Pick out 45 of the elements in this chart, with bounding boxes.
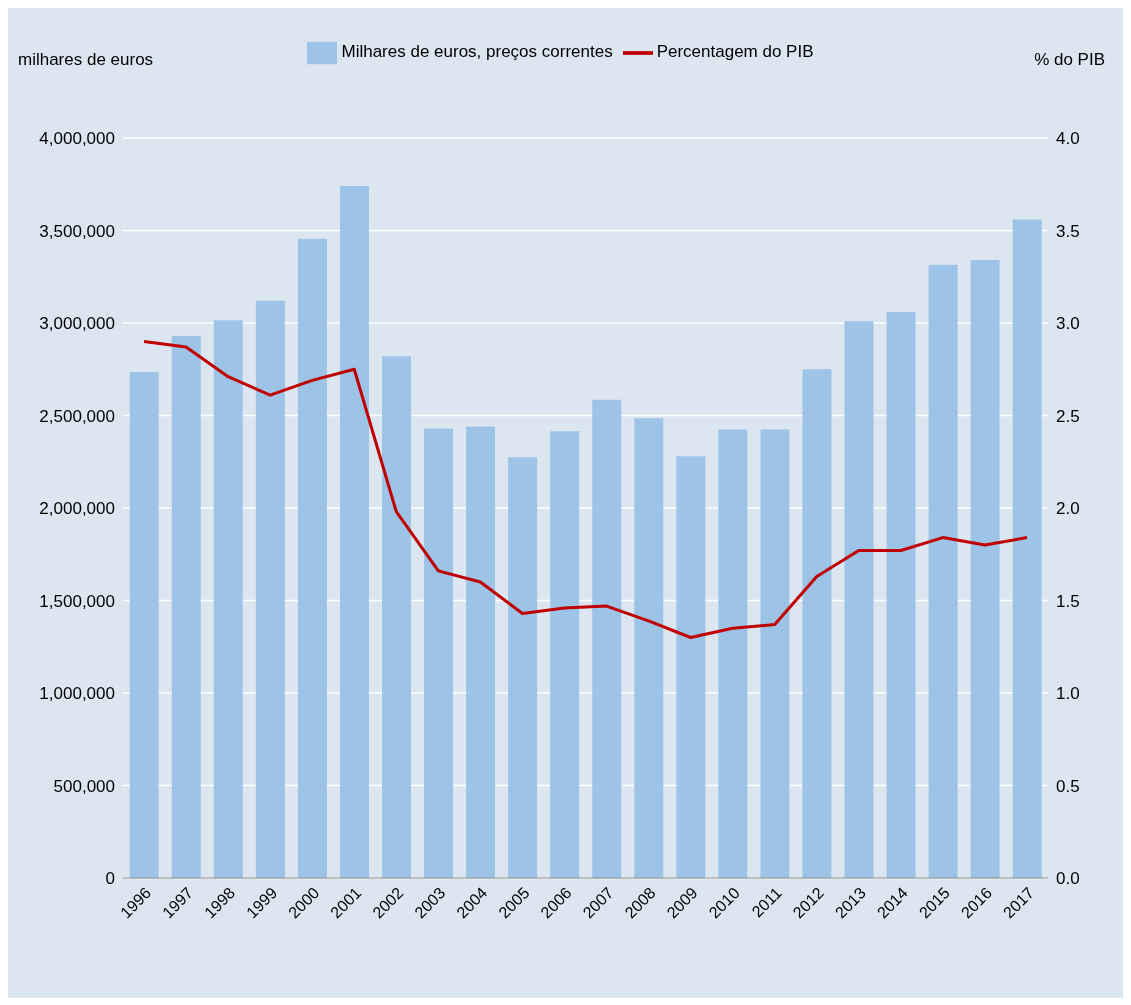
y-tick-label: 1,500,000 xyxy=(39,591,115,611)
y-axis-title: milhares de euros xyxy=(18,50,154,70)
bar xyxy=(844,321,874,878)
y2-tick-label: 4.0 xyxy=(1056,129,1080,149)
y2-tick-label: 3.5 xyxy=(1056,221,1080,241)
y-tick-label: 3,000,000 xyxy=(39,314,115,334)
y-tick-label: 0 xyxy=(105,869,115,889)
bar xyxy=(508,457,538,878)
bar xyxy=(634,418,664,878)
bar xyxy=(466,426,496,878)
y2-tick-label: 1.0 xyxy=(1056,684,1080,704)
legend-label: Percentagem do PIB xyxy=(656,42,814,62)
y2-tick-label: 2.0 xyxy=(1056,499,1080,519)
bar xyxy=(424,428,454,878)
bar xyxy=(382,356,411,878)
bar xyxy=(550,431,580,878)
bar xyxy=(339,186,369,878)
bar xyxy=(297,238,327,878)
y-tick-label: 3,500,000 xyxy=(39,221,115,241)
y2-tick-label: 1.5 xyxy=(1056,591,1080,611)
bar xyxy=(928,264,958,878)
bar xyxy=(676,456,706,878)
y-tick-label: 4,000,000 xyxy=(39,129,115,149)
y2-axis-title: % do PIB xyxy=(1034,50,1105,70)
y-tick-label: 1,000,000 xyxy=(39,684,115,704)
y-tick-label: 2,500,000 xyxy=(39,406,115,426)
bar xyxy=(1012,219,1042,878)
y-tick-label: 500,000 xyxy=(53,776,115,796)
y2-tick-label: 3.0 xyxy=(1056,314,1080,334)
bar xyxy=(255,300,285,878)
bar xyxy=(970,260,1000,878)
bar xyxy=(760,429,790,878)
y2-tick-label: 2.5 xyxy=(1056,406,1080,426)
bar xyxy=(213,320,243,878)
line-series xyxy=(142,340,1029,639)
y-tick-label: 2,000,000 xyxy=(39,499,115,519)
y2-tick-label: 0.0 xyxy=(1056,869,1080,889)
bar xyxy=(592,399,622,878)
bar xyxy=(802,369,832,878)
legend-label: Milhares de euros, preços correntes xyxy=(341,42,613,62)
bar xyxy=(886,311,916,878)
bar xyxy=(129,372,159,878)
bar xyxy=(171,335,201,878)
y2-tick-label: 0.5 xyxy=(1056,776,1080,796)
bar xyxy=(718,429,748,878)
